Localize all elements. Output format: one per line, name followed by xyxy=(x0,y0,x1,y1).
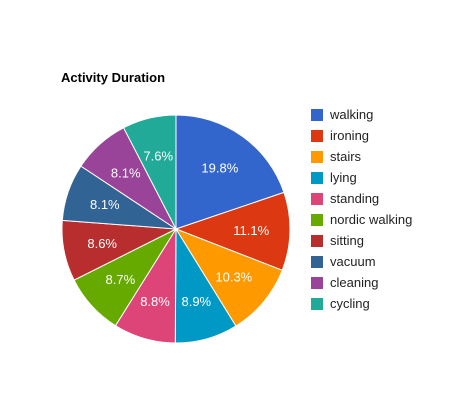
legend-label: nordic walking xyxy=(330,212,413,227)
legend-swatch xyxy=(311,192,323,205)
slice-label-nordic-walking: 8.7% xyxy=(106,272,136,287)
legend-item-cleaning[interactable]: cleaning xyxy=(311,272,450,293)
legend-label: walking xyxy=(330,107,374,122)
legend-label: sitting xyxy=(330,233,364,248)
legend-swatch xyxy=(311,234,323,247)
legend-label: cycling xyxy=(330,296,370,311)
legend: walking ironing stairs lying standing nordic … xyxy=(311,104,450,314)
pie-slice-ironing[interactable] xyxy=(174,191,291,271)
legend-swatch xyxy=(311,276,323,289)
legend-item-vacuum[interactable]: vacuum xyxy=(311,251,450,272)
slice-label-ironing: 11.1% xyxy=(233,223,269,238)
legend-swatch xyxy=(311,255,323,268)
legend-swatch xyxy=(311,108,323,121)
slice-label-stairs: 10.3% xyxy=(215,270,252,285)
legend-item-ironing[interactable]: ironing xyxy=(311,125,450,146)
legend-swatch xyxy=(311,213,323,226)
legend-item-standing[interactable]: standing xyxy=(311,188,450,209)
legend-swatch xyxy=(311,171,323,184)
legend-swatch xyxy=(311,297,323,310)
slice-label-vacuum: 8.1% xyxy=(90,197,120,212)
legend-item-sitting[interactable]: sitting xyxy=(311,230,450,251)
legend-label: stairs xyxy=(330,149,362,164)
legend-label: lying xyxy=(330,170,357,185)
legend-label: standing xyxy=(330,191,380,206)
legend-label: ironing xyxy=(330,128,370,143)
pie-slice-cycling[interactable] xyxy=(122,114,177,230)
slice-label-sitting: 8.6% xyxy=(87,236,117,251)
legend-item-stairs[interactable]: stairs xyxy=(311,146,450,167)
slice-label-cycling: 7.6% xyxy=(143,148,173,163)
legend-swatch xyxy=(311,129,323,142)
pie-slice-walking[interactable] xyxy=(175,114,285,230)
legend-swatch xyxy=(311,150,323,163)
legend-label: vacuum xyxy=(330,254,376,269)
legend-item-walking[interactable]: walking xyxy=(311,104,450,125)
legend-item-nordic-walking[interactable]: nordic walking xyxy=(311,209,450,230)
legend-item-cycling[interactable]: cycling xyxy=(311,293,450,314)
legend-item-lying[interactable]: lying xyxy=(311,167,450,188)
slice-label-walking: 19.8% xyxy=(201,160,238,175)
slice-label-lying: 8.9% xyxy=(181,294,211,309)
slice-label-cleaning: 8.1% xyxy=(111,166,141,181)
chart-title: Activity Duration xyxy=(61,70,166,85)
slice-label-standing: 8.8% xyxy=(140,294,170,309)
pie-slice-stairs[interactable] xyxy=(174,227,283,327)
legend-label: cleaning xyxy=(330,275,379,290)
